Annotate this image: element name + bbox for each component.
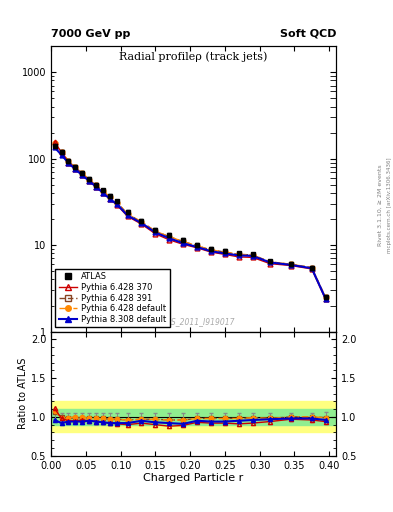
Y-axis label: Ratio to ATLAS: Ratio to ATLAS xyxy=(18,358,28,429)
Text: Rivet 3.1.10, ≥ 2M events: Rivet 3.1.10, ≥ 2M events xyxy=(378,164,383,246)
X-axis label: Charged Particle r: Charged Particle r xyxy=(143,473,244,483)
Text: mcplots.cern.ch [arXiv:1306.3436]: mcplots.cern.ch [arXiv:1306.3436] xyxy=(387,157,391,252)
Text: Radial profileρ (track jets): Radial profileρ (track jets) xyxy=(119,52,268,62)
Text: ATLAS_2011_I919017: ATLAS_2011_I919017 xyxy=(152,317,235,326)
Legend: ATLAS, Pythia 6.428 370, Pythia 6.428 391, Pythia 6.428 default, Pythia 8.308 de: ATLAS, Pythia 6.428 370, Pythia 6.428 39… xyxy=(55,269,170,327)
Text: 7000 GeV pp: 7000 GeV pp xyxy=(51,29,130,39)
Text: Soft QCD: Soft QCD xyxy=(279,29,336,39)
